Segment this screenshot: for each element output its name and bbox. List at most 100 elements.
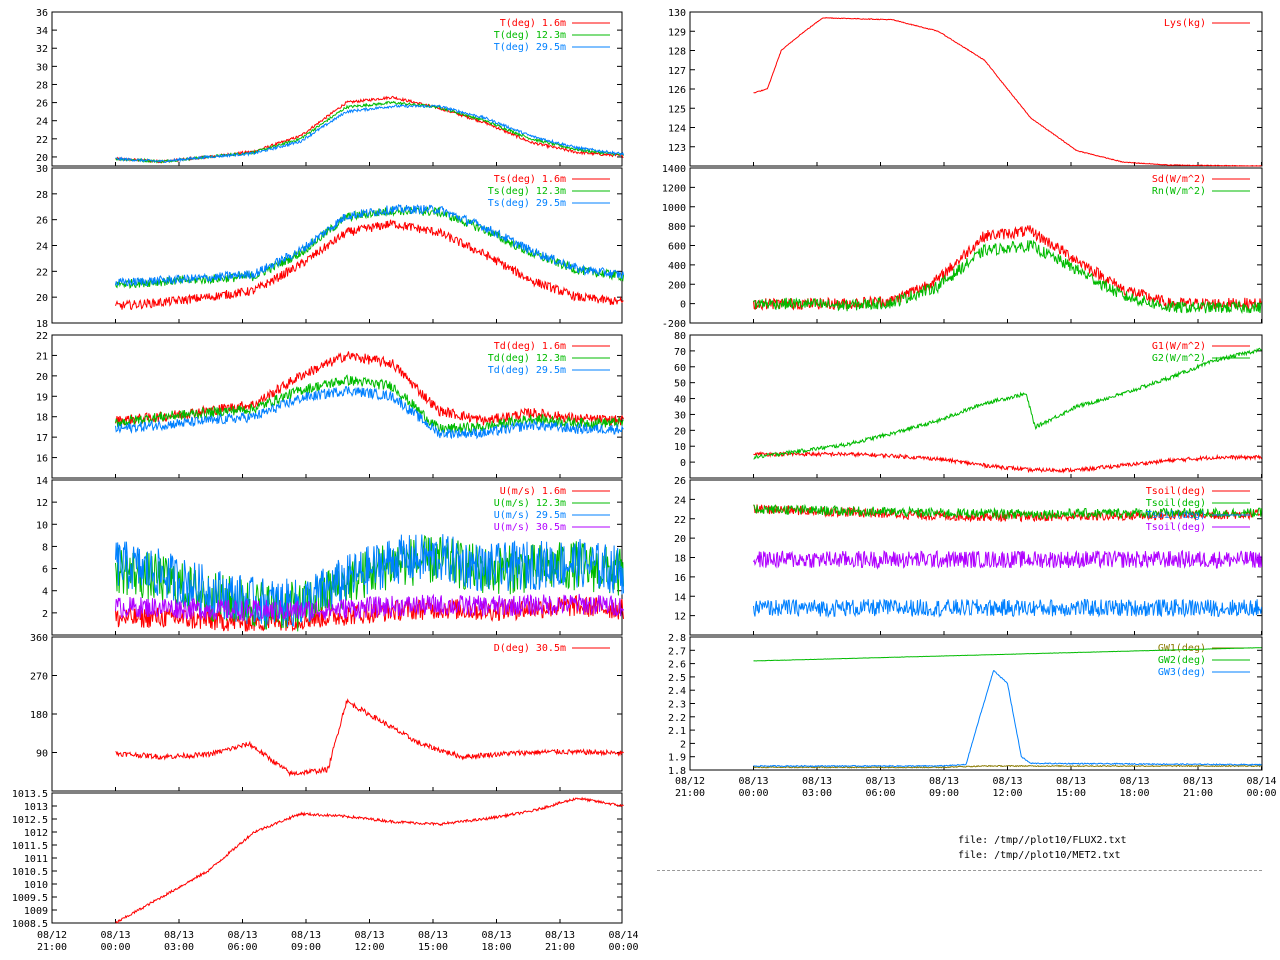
xtick-label-right-time: 00:00 (1246, 788, 1276, 799)
ytick-label: 1200 (662, 183, 686, 194)
legend-label-U-1: U(m/s) 12.3m (494, 498, 566, 509)
ytick-label: 22 (36, 135, 48, 146)
legend-label-T-1: T(deg) 12.3m (494, 30, 566, 41)
legend-label-Lys-0: Lys(kg) (1164, 18, 1206, 29)
xtick-label-left-time: 09:00 (291, 942, 321, 953)
xtick-label-right-date: 08/13 (992, 776, 1022, 787)
xtick-label-left-date: 08/13 (418, 930, 448, 941)
xtick-label-left-date: 08/13 (164, 930, 194, 941)
ytick-label: 30 (36, 62, 48, 73)
ytick-label: 2 (680, 739, 686, 750)
ytick-label: 26 (674, 476, 686, 487)
series-line-Rad-0 (753, 225, 1262, 311)
ytick-label: 2.4 (668, 686, 686, 697)
ytick-label: 127 (668, 66, 686, 77)
panel-frame-D (51, 636, 623, 792)
legend-label-Td-0: Td(deg) 1.6m (494, 341, 566, 352)
ytick-label: 1012.5 (12, 815, 48, 826)
ytick-label: 1011 (24, 854, 48, 865)
xtick-label-right-time: 15:00 (1056, 788, 1086, 799)
ytick-label: 22 (36, 331, 48, 342)
xtick-label-left-time: 21:00 (545, 942, 575, 953)
ytick-label: 2 (42, 609, 48, 620)
ytick-label: 2.6 (668, 660, 686, 671)
footer-divider (657, 870, 1262, 871)
ytick-label: 124 (668, 124, 686, 135)
xtick-label-left-date: 08/13 (545, 930, 575, 941)
ytick-label: 16 (674, 573, 686, 584)
ytick-label: 24 (36, 242, 48, 253)
xtick-label-left-time: 00:00 (608, 942, 638, 953)
xtick-label-right-date: 08/14 (1246, 776, 1276, 787)
ytick-label: 200 (668, 280, 686, 291)
ytick-label: 130 (668, 8, 686, 19)
ytick-label: 1.9 (668, 753, 686, 764)
legend-label-U-0: U(m/s) 1.6m (500, 486, 566, 497)
series-line-Td-2 (115, 386, 624, 440)
ytick-label: 10 (674, 442, 686, 453)
legend-label-Tsoil-3: Tsoil(deg) (1146, 522, 1206, 533)
legend-label-Ts-1: Ts(deg) 12.3m (488, 186, 566, 197)
xtick-label-right-time: 12:00 (992, 788, 1022, 799)
series-line-Lys-0 (753, 17, 1262, 167)
series-line-U-3 (115, 593, 624, 622)
ytick-label: 12 (36, 498, 48, 509)
ytick-label: 1009 (24, 906, 48, 917)
xtick-label-left-date: 08/13 (291, 930, 321, 941)
ytick-label: 32 (36, 44, 48, 55)
xtick-label-left-date: 08/13 (354, 930, 384, 941)
xtick-label-left-time: 15:00 (418, 942, 448, 953)
xtick-label-left-time: 21:00 (37, 942, 67, 953)
xtick-label-right-date: 08/13 (1119, 776, 1149, 787)
xtick-label-right-time: 21:00 (675, 788, 705, 799)
series-line-Ts-0 (115, 219, 624, 311)
series-line-G-1 (753, 347, 1262, 460)
legend-label-Tsoil-1: Tsoil(deg) (1146, 498, 1206, 509)
ytick-label: 21 (36, 351, 48, 362)
xtick-label-right-date: 08/13 (738, 776, 768, 787)
xtick-label-left-time: 06:00 (227, 942, 257, 953)
series-line-Rad-1 (753, 239, 1262, 315)
legend-label-Ts-2: Ts(deg) 29.5m (488, 198, 566, 209)
legend-label-Td-1: Td(deg) 12.3m (488, 353, 566, 364)
ytick-label: 126 (668, 85, 686, 96)
ytick-label: 36 (36, 8, 48, 19)
panel-frame-G (689, 334, 1263, 479)
xtick-label-right-time: 09:00 (929, 788, 959, 799)
ytick-label: 20 (36, 293, 48, 304)
footer-file-met: file: /tmp//plot10/MET2.txt (958, 850, 1121, 861)
ytick-label: 1013.5 (12, 789, 48, 800)
legend-label-T-2: T(deg) 29.5m (494, 42, 566, 53)
series-line-D-0 (115, 698, 624, 778)
legend-label-GW-2: GW3(deg) (1158, 667, 1206, 678)
legend-label-D-0: D(deg) 30.5m (494, 643, 566, 654)
ytick-label: 270 (30, 672, 48, 683)
xtick-label-right-time: 21:00 (1183, 788, 1213, 799)
ytick-label: 70 (674, 347, 686, 358)
legend-label-U-2: U(m/s) 29.5m (494, 510, 566, 521)
ytick-label: 18 (36, 319, 48, 330)
xtick-label-left-time: 03:00 (164, 942, 194, 953)
xtick-label-left-time: 00:00 (100, 942, 130, 953)
ytick-label: 60 (674, 363, 686, 374)
ytick-label: 20 (674, 426, 686, 437)
ytick-label: 1.8 (668, 766, 686, 777)
ytick-label: 2.2 (668, 713, 686, 724)
legend-label-GW-1: GW2(deg) (1158, 655, 1206, 666)
ytick-label: 24 (674, 495, 686, 506)
legend-label-Ts-0: Ts(deg) 1.6m (494, 174, 566, 185)
ytick-label: 24 (36, 117, 48, 128)
ytick-label: 1010.5 (12, 867, 48, 878)
ytick-label: 20 (674, 534, 686, 545)
xtick-label-right-date: 08/13 (865, 776, 895, 787)
ytick-label: 1009.5 (12, 893, 48, 904)
panel-frame-Lys (689, 11, 1263, 167)
ytick-label: 50 (674, 379, 686, 390)
legend-label-Tsoil-2: Tsoil(deg) (1146, 510, 1206, 521)
ytick-label: 19 (36, 392, 48, 403)
series-line-GW-2 (753, 669, 1262, 768)
xtick-label-right-time: 18:00 (1119, 788, 1149, 799)
ytick-label: 40 (674, 395, 686, 406)
ytick-label: 22 (36, 267, 48, 278)
ytick-label: 8 (42, 542, 48, 553)
